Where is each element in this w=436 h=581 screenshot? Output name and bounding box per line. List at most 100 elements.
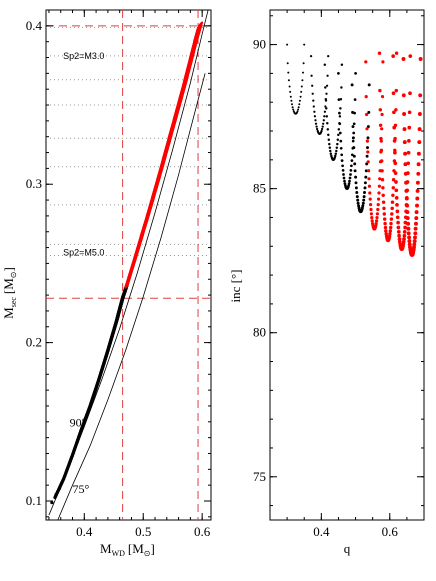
- right-data-point: [401, 240, 406, 244]
- right-data-point: [362, 198, 366, 202]
- right-data-point: [375, 212, 379, 216]
- right-data-point: [303, 43, 306, 46]
- right-data-point: [391, 193, 395, 198]
- right-data-point: [325, 115, 329, 118]
- right-data-point: [392, 125, 397, 130]
- right-data-point: [322, 119, 325, 122]
- right-data-point: [393, 161, 398, 166]
- right-data-point: [382, 217, 387, 221]
- right-data-point: [328, 142, 331, 146]
- right-data-point: [378, 177, 382, 181]
- left-y-tick-label: 0.4: [26, 18, 43, 33]
- right-data-point: [408, 91, 412, 96]
- right-data-point: [394, 180, 398, 184]
- right-data-point: [298, 99, 301, 102]
- right-data-point: [418, 57, 423, 61]
- left-data-point: [50, 500, 54, 505]
- right-plot-frame: [269, 9, 425, 521]
- right-data-point: [325, 107, 328, 110]
- right-data-point: [413, 226, 418, 231]
- right-data-point: [391, 177, 396, 182]
- right-data-point: [343, 179, 346, 183]
- right-data-point: [315, 125, 318, 128]
- right-data-point: [323, 115, 326, 118]
- right-data-point: [356, 198, 360, 202]
- right-data-point: [407, 125, 412, 130]
- right-data-point: [334, 154, 337, 158]
- right-data-point: [286, 43, 289, 46]
- right-data-point: [382, 212, 387, 216]
- right-y-axis-label: inc [°]: [228, 270, 243, 303]
- left-ylabel-unit: [M: [1, 278, 16, 294]
- left-axis-ticks: 0.1 0.2 0.3 0.4 0.4 0.5 0.6: [26, 10, 211, 539]
- right-data-point: [355, 195, 359, 199]
- left-y-tick-label: 0.1: [26, 493, 42, 508]
- left-x-axis-label: MWD [M⊙]: [100, 541, 155, 558]
- right-data-point: [391, 91, 396, 96]
- right-data-point: [351, 139, 355, 143]
- right-data-point: [379, 136, 383, 141]
- left-plot-frame: [45, 9, 212, 521]
- right-data-point: [376, 203, 380, 207]
- right-data-point: [302, 71, 304, 74]
- right-data-point: [354, 72, 357, 75]
- right-data-point: [314, 119, 317, 122]
- right-data-point: [388, 229, 393, 233]
- right-data-point: [338, 115, 342, 118]
- right-data-point: [309, 54, 313, 58]
- right-data-point: [364, 60, 368, 64]
- right-data-point: [323, 110, 327, 113]
- left-data-point: [196, 21, 203, 32]
- right-data-point: [347, 182, 351, 185]
- right-data-point: [352, 131, 356, 135]
- right-data-point: [412, 242, 417, 247]
- right-data-point: [289, 95, 292, 98]
- right-data-point: [363, 186, 367, 190]
- right-data-point: [402, 237, 406, 241]
- inclination-annotation: 75°: [73, 482, 90, 496]
- left-y-axis-label: Msec [M⊙]: [1, 267, 18, 319]
- right-data-point: [361, 201, 365, 205]
- left-annotations: Sp2=M3.0 Sp2=M5.0 90° 75°: [63, 51, 104, 496]
- left-reference-lines: [46, 10, 211, 520]
- right-data-point: [352, 122, 356, 126]
- right-data-point: [311, 92, 314, 95]
- right-data-point: [377, 197, 381, 201]
- right-data-point: [395, 209, 400, 214]
- right-data-point: [393, 171, 398, 175]
- right-data-point: [342, 176, 346, 180]
- right-data-point: [367, 177, 371, 181]
- right-data-point: [390, 206, 394, 211]
- right-data-point: [379, 139, 383, 143]
- left-ylabel-close: ]: [1, 267, 16, 271]
- right-data-point: [365, 112, 369, 117]
- right-data-point: [406, 231, 411, 236]
- right-data-point: [403, 225, 407, 230]
- right-x-axis-label: q: [344, 541, 351, 556]
- right-data-point: [417, 140, 422, 145]
- right-data-point: [350, 153, 354, 157]
- right-data-point: [340, 86, 343, 89]
- right-data-point: [396, 220, 400, 225]
- right-data-point: [389, 217, 394, 221]
- right-data-point: [324, 105, 327, 108]
- right-data-point: [395, 203, 399, 207]
- left-xlabel-sub: WD: [112, 549, 126, 558]
- right-data-point: [354, 175, 358, 179]
- right-data-point: [380, 177, 385, 182]
- right-x-tick-label: 0.6: [382, 524, 399, 539]
- left-data-point: [54, 493, 58, 497]
- right-data-point: [350, 164, 353, 168]
- spectral-type-annotation: Sp2=M3.0: [63, 51, 104, 61]
- right-data-point: [326, 74, 329, 77]
- right-data-point: [366, 160, 370, 164]
- right-data-point: [365, 127, 369, 131]
- right-data-point: [329, 149, 332, 153]
- right-data-point: [323, 63, 327, 66]
- right-data-point: [368, 197, 372, 201]
- right-data-point: [353, 169, 357, 173]
- right-data-point: [415, 203, 419, 208]
- right-data-point: [324, 97, 328, 101]
- right-data-point: [290, 99, 293, 102]
- right-data-point: [337, 98, 341, 101]
